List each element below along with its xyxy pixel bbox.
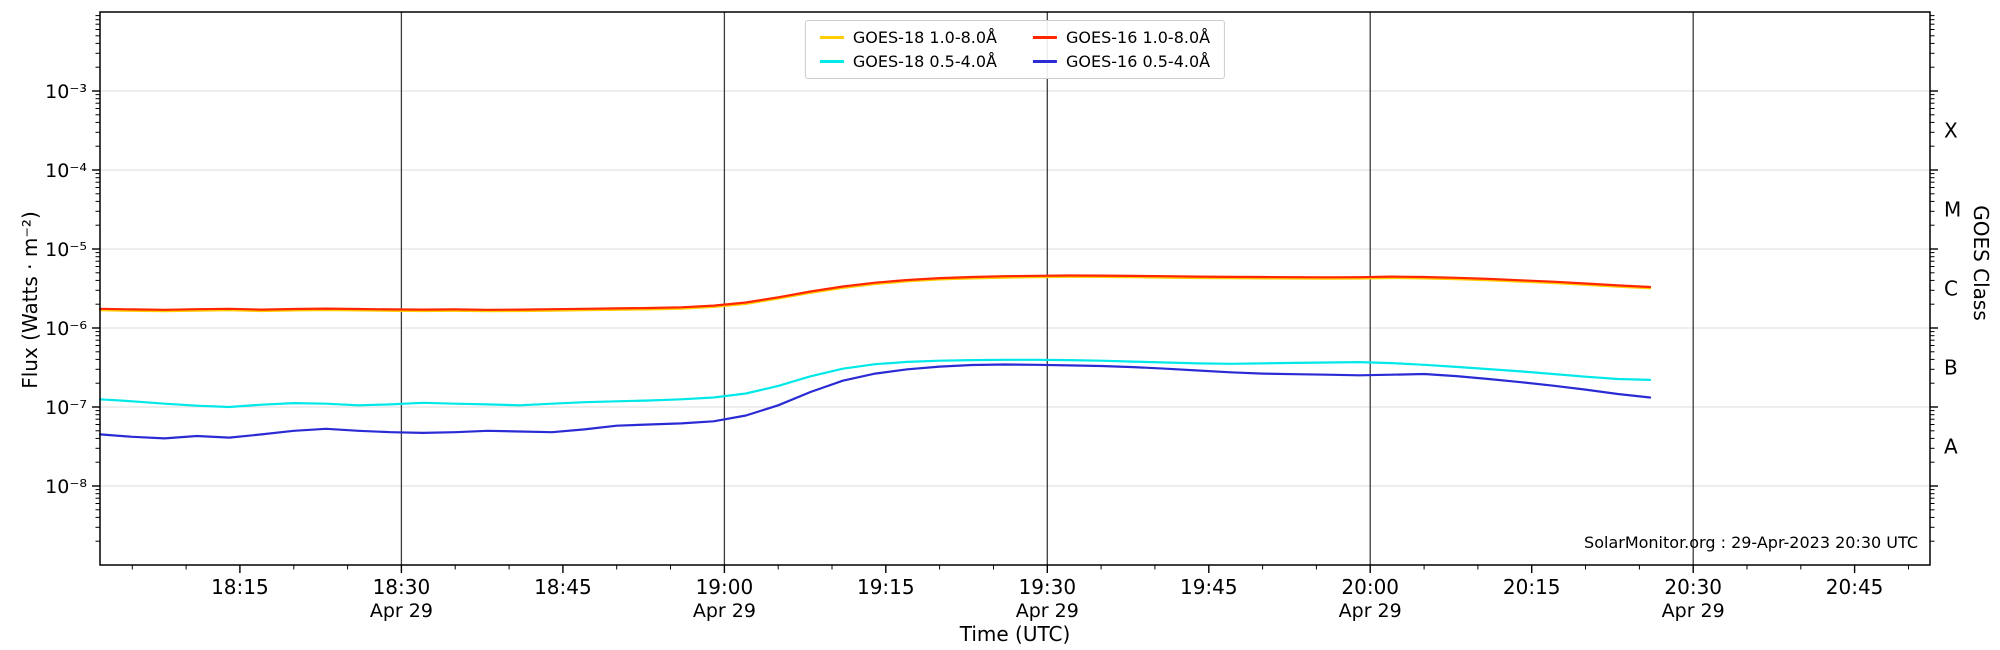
goes-class-label: X (1944, 119, 1958, 143)
legend-label-goes16-long: GOES-16 1.0-8.0Å (1066, 28, 1211, 47)
goes-class-label: M (1944, 198, 1961, 222)
x-tick-label: 20:00 (1341, 575, 1399, 599)
goes-class-label: B (1944, 356, 1958, 380)
legend-line-swatch-icon (1033, 36, 1057, 39)
x-date-label: Apr 29 (1662, 600, 1725, 622)
x-date-label: Apr 29 (1016, 600, 1079, 622)
legend-item-goes18-long: GOES-18 1.0-8.0Å (819, 28, 997, 47)
y-tick-label: 10⁻⁶ (45, 318, 87, 340)
goes-class-label: C (1944, 277, 1958, 301)
legend-label-goes16-short: GOES-16 0.5-4.0Å (1066, 52, 1211, 71)
x-tick-label: 20:45 (1826, 575, 1884, 599)
legend-line-swatch-icon (819, 36, 844, 39)
y-axis-right-label: GOES Class (1969, 205, 1993, 321)
watermark-text: SolarMonitor.org : 29-Apr-2023 20:30 UTC (1584, 533, 1918, 552)
y-tick-label: 10⁻⁷ (45, 397, 87, 419)
x-tick-label: 19:00 (696, 575, 754, 599)
y-tick-label: 10⁻⁴ (45, 160, 87, 182)
goes-class-label: A (1944, 435, 1958, 459)
x-tick-label: 19:30 (1018, 575, 1076, 599)
legend-item-goes16-short: GOES-16 0.5-4.0Å (1033, 52, 1210, 71)
y-axis-label: Flux (Watts · m⁻²) (18, 211, 42, 389)
x-date-label: Apr 29 (370, 600, 433, 622)
series-line (98, 363, 1652, 440)
legend-label-goes18-short: GOES-18 0.5-4.0Å (852, 52, 997, 71)
x-date-label: Apr 29 (1339, 600, 1402, 622)
plot-frame (99, 11, 1931, 566)
legend-line-swatch-icon (1033, 60, 1057, 63)
series-line (98, 358, 1652, 409)
legend-label-goes18-long: GOES-18 1.0-8.0Å (852, 28, 997, 47)
x-tick-label: 18:30 (373, 575, 431, 599)
y-tick-label: 10⁻⁵ (45, 239, 87, 261)
legend: GOES-18 1.0-8.0Å GOES-18 0.5-4.0Å GOES-1… (804, 20, 1226, 79)
x-tick-label: 18:15 (211, 575, 269, 599)
y-tick-label: 10⁻⁸ (45, 476, 87, 498)
series-line (98, 275, 1652, 313)
x-tick-label: 19:15 (857, 575, 915, 599)
x-tick-label: 18:45 (534, 575, 592, 599)
legend-item-goes18-short: GOES-18 0.5-4.0Å (819, 52, 997, 71)
series-line (98, 274, 1652, 311)
y-tick-label: 10⁻³ (45, 81, 87, 103)
legend-line-swatch-icon (819, 60, 844, 63)
x-tick-label: 20:15 (1503, 575, 1561, 599)
x-date-label: Apr 29 (693, 600, 756, 622)
legend-item-goes16-long: GOES-16 1.0-8.0Å (1033, 28, 1210, 47)
x-tick-label: 20:30 (1664, 575, 1722, 599)
x-tick-label: 19:45 (1180, 575, 1238, 599)
x-axis-label: Time (UTC) (959, 622, 1071, 646)
